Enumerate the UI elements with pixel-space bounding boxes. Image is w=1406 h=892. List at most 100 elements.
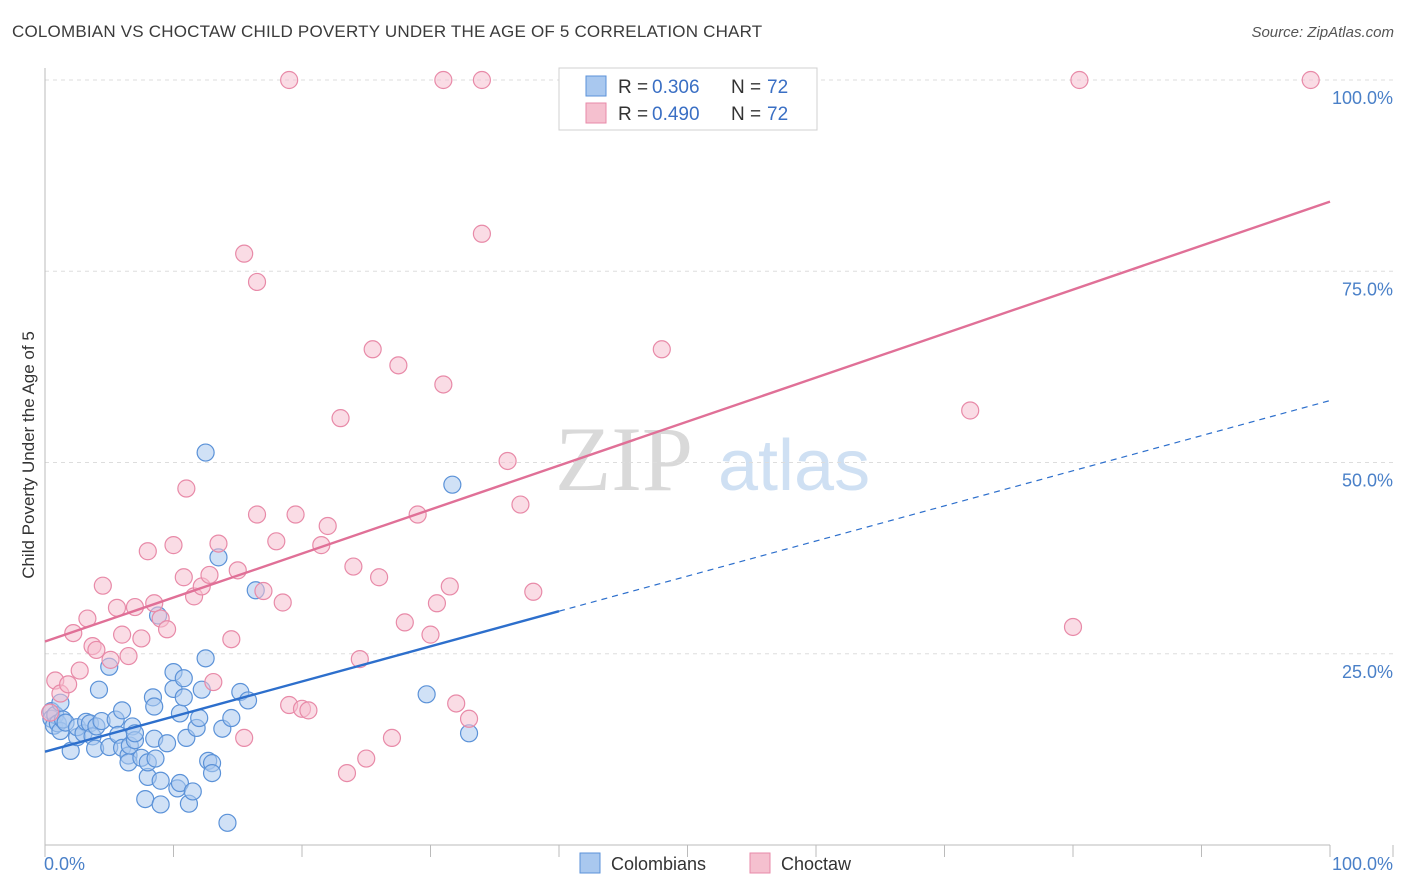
choctaw-point: [337, 763, 357, 783]
colombians-point: [151, 795, 170, 814]
choctaw-point: [200, 565, 219, 585]
choctaw-point: [498, 451, 517, 471]
choctaw-point: [318, 516, 337, 536]
choctaw-point: [138, 542, 157, 561]
colombians-trend-line: [44, 610, 560, 753]
choctaw-point: [132, 629, 151, 648]
colombians-trend-extension: [558, 399, 1331, 612]
colombians-point: [222, 708, 241, 728]
choctaw-point: [1063, 617, 1083, 637]
choctaw-point: [344, 557, 363, 576]
choctaw-point: [427, 594, 447, 613]
choctaw-point: [101, 650, 120, 669]
y-tick-label-75: 75.0%: [1342, 279, 1393, 299]
choctaw-point: [286, 505, 305, 524]
choctaw-point: [247, 272, 267, 292]
colombians-points: [42, 443, 479, 832]
bottom-swatch-choctaw: [749, 852, 771, 874]
choctaw-point: [87, 640, 106, 660]
colombians-point: [196, 443, 215, 462]
choctaw-point: [254, 581, 273, 601]
choctaw-point: [267, 532, 286, 551]
colombians-point: [136, 789, 155, 809]
svg-text:atlas: atlas: [718, 426, 870, 506]
legend-r-label-1: R =: [618, 77, 648, 98]
choctaw-point: [235, 244, 254, 263]
choctaw-point: [472, 70, 491, 90]
source-label: Source: ZipAtlas.com: [1251, 24, 1394, 41]
choctaw-point: [447, 694, 466, 713]
watermark: ZIP atlas: [555, 408, 870, 510]
choctaw-point: [434, 375, 453, 394]
choctaw-trend-line: [44, 200, 1331, 643]
colombians-point: [170, 773, 190, 793]
colombians-point: [218, 813, 237, 832]
x-tick-label-min: 0.0%: [44, 854, 85, 874]
choctaw-point: [331, 409, 350, 428]
legend-n-value-1: 72: [767, 77, 788, 98]
colombians-point: [145, 697, 164, 716]
choctaw-point: [204, 672, 223, 692]
colombians-point: [112, 701, 132, 720]
colombians-point: [183, 782, 202, 801]
choctaw-point: [157, 620, 177, 639]
y-tick-label-50: 50.0%: [1342, 471, 1393, 491]
choctaw-point: [382, 728, 402, 748]
choctaw-point: [280, 70, 299, 90]
colombians-point: [174, 669, 193, 688]
stats-legend: R = 0.306 N = 72 R = 0.490 N = 72: [558, 67, 818, 131]
colombians-point: [202, 763, 222, 783]
choctaw-point: [395, 613, 414, 632]
y-tick-labels: 25.0% 50.0% 75.0% 100.0%: [1332, 88, 1393, 682]
choctaw-point: [961, 401, 980, 420]
choctaw-point: [434, 70, 453, 90]
colombians-point: [146, 749, 165, 768]
choctaw-point: [524, 582, 543, 601]
choctaw-point: [511, 495, 530, 514]
legend-n-label-2: N =: [731, 104, 761, 125]
colombians-point: [443, 475, 462, 494]
choctaw-points: [41, 70, 1320, 783]
choctaw-point: [357, 749, 376, 768]
choctaw-point: [112, 625, 132, 644]
choctaw-point: [273, 593, 292, 612]
bottom-swatch-colombians: [579, 852, 601, 874]
choctaw-point: [440, 577, 459, 596]
colombians-point: [417, 685, 436, 704]
x-ticks: [44, 845, 1394, 857]
legend-swatch-choctaw: [585, 102, 607, 124]
choctaw-point: [363, 340, 382, 359]
legend-r-label-2: R =: [618, 104, 648, 125]
colombians-point: [157, 734, 177, 753]
legend-r-value-1: 0.306: [652, 77, 700, 98]
choctaw-point: [652, 340, 671, 359]
choctaw-point: [177, 479, 196, 498]
y-tick-label-25: 25.0%: [1342, 662, 1393, 682]
choctaw-point: [164, 536, 183, 555]
y-tick-label-100: 100.0%: [1332, 88, 1393, 108]
choctaw-point: [222, 630, 241, 649]
legend-n-value-2: 72: [767, 104, 788, 125]
choctaw-point: [41, 703, 60, 722]
x-tick-label-max: 100.0%: [1332, 854, 1393, 874]
choctaw-point: [119, 646, 138, 666]
trend-lines: [44, 200, 1331, 753]
colombians-point: [151, 771, 170, 790]
choctaw-point: [299, 701, 318, 720]
choctaw-point: [247, 505, 267, 524]
choctaw-point: [370, 568, 389, 587]
y-axis-title: Child Poverty Under the Age of 5: [19, 331, 38, 579]
colombians-point: [89, 680, 109, 699]
legend-n-label-1: N =: [731, 77, 761, 98]
bottom-legend-choctaw: Choctaw: [781, 854, 852, 874]
choctaw-point: [1301, 70, 1320, 90]
chart-title: COLOMBIAN VS CHOCTAW CHILD POVERTY UNDER…: [12, 22, 763, 41]
choctaw-point: [459, 709, 479, 728]
choctaw-point: [1070, 70, 1089, 90]
choctaw-point: [235, 728, 254, 748]
colombians-point: [196, 649, 215, 668]
choctaw-point: [209, 534, 228, 553]
choctaw-point: [421, 625, 440, 644]
choctaw-point: [472, 224, 491, 243]
